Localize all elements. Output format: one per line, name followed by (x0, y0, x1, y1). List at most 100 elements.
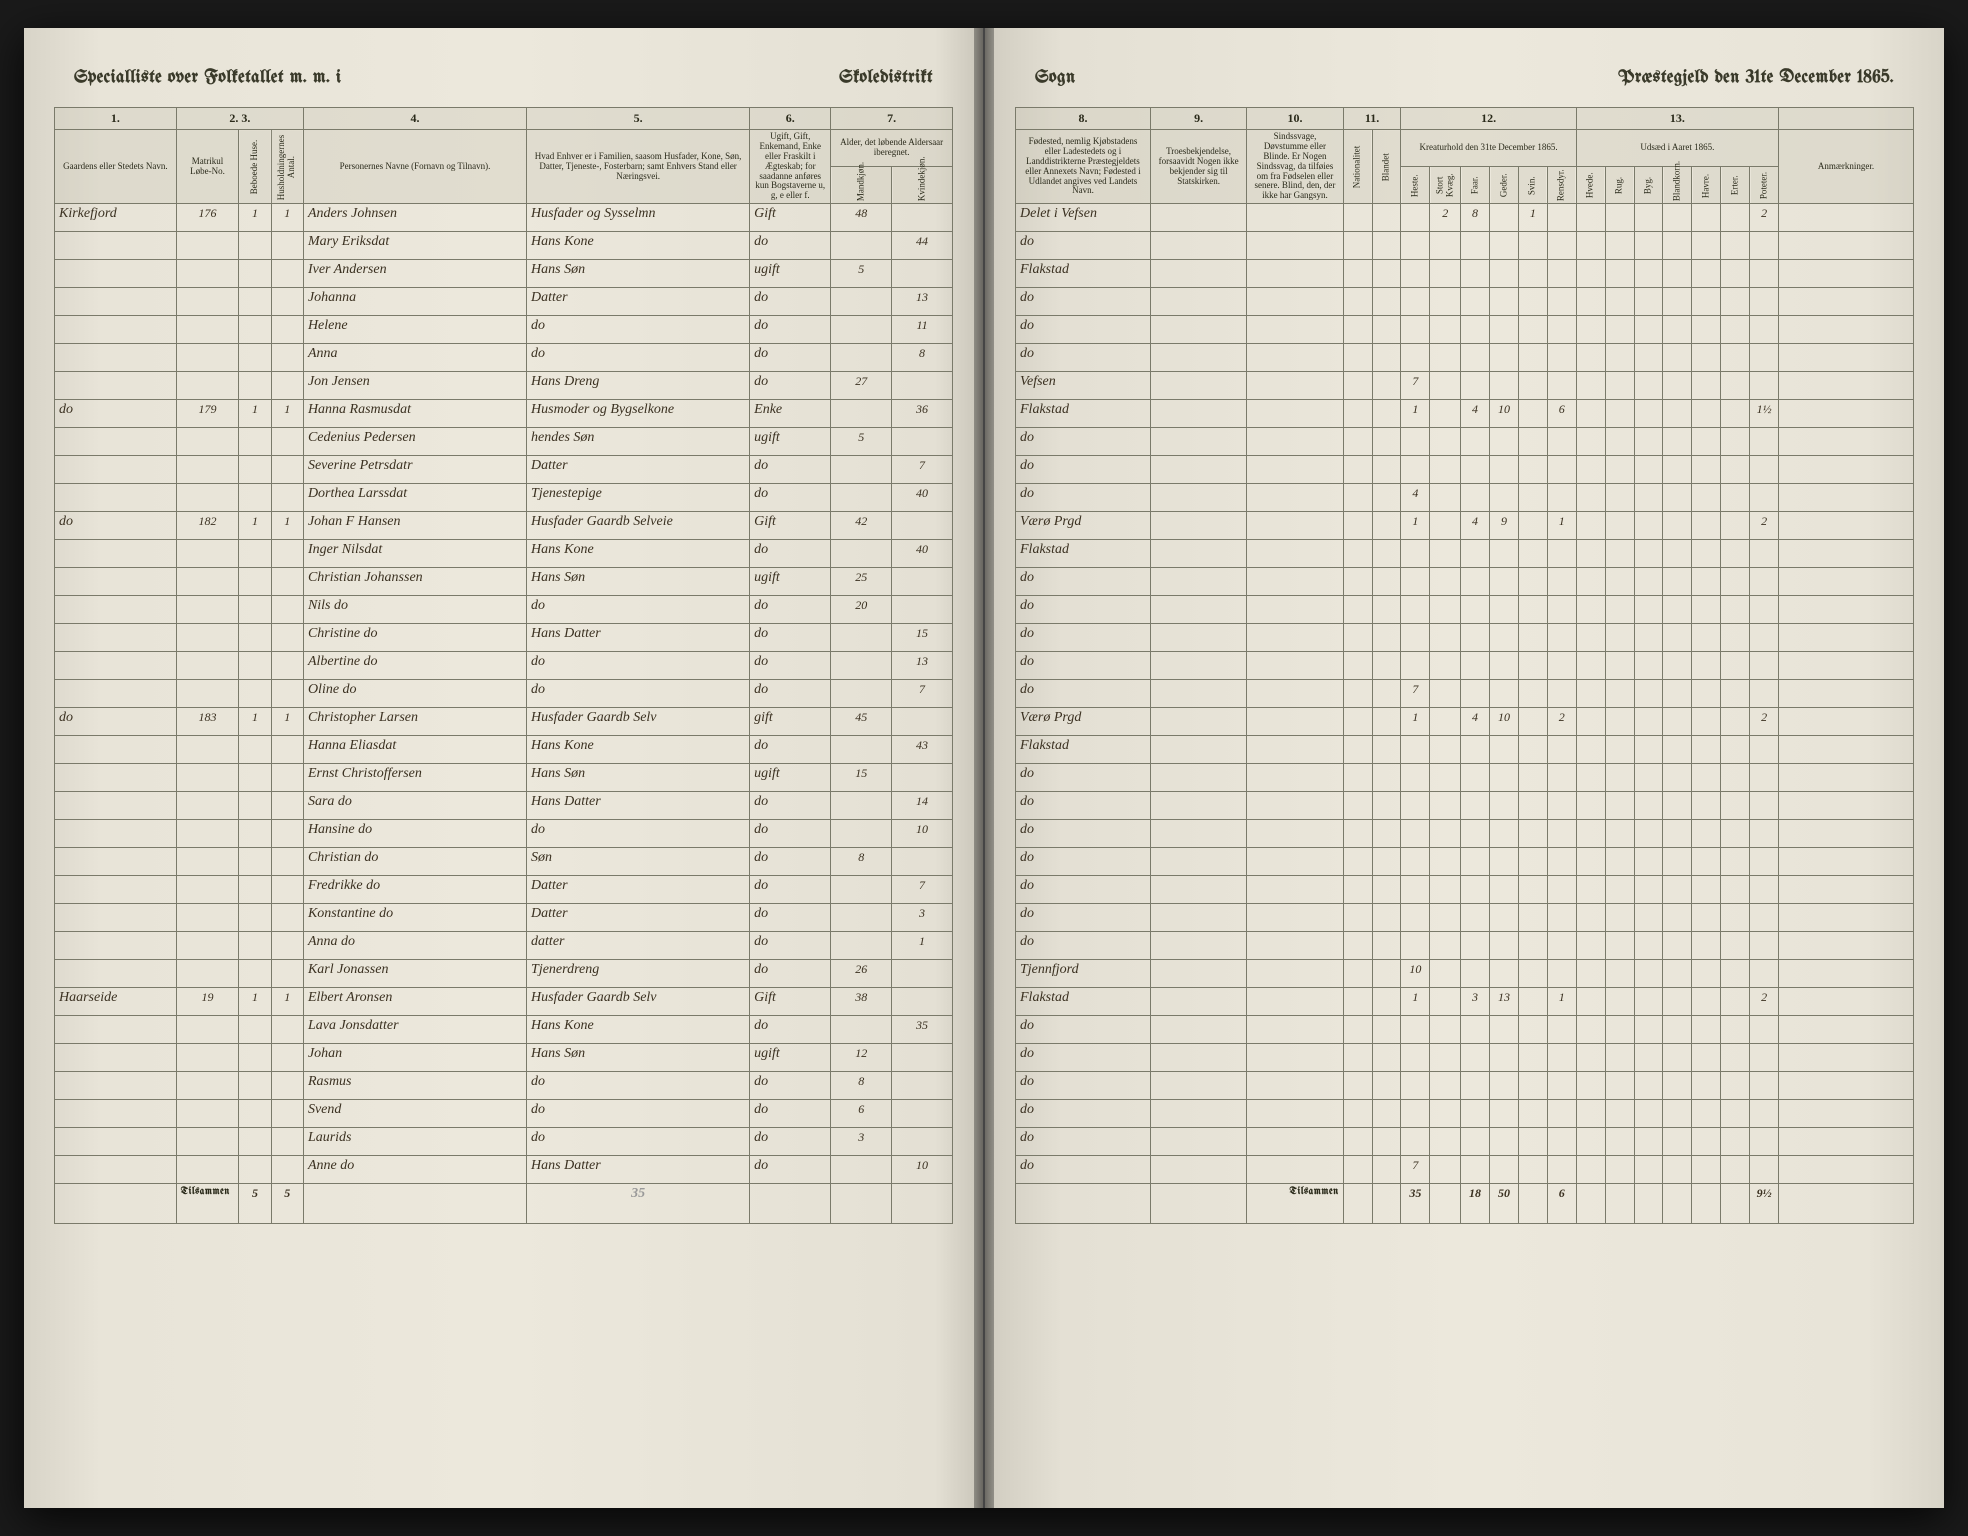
cell-hh (271, 428, 303, 456)
cell-hh: 1 (271, 512, 303, 540)
cell-matr: 183 (176, 708, 239, 736)
cell-tally: 8 (1461, 204, 1490, 232)
cell-tally (1576, 1156, 1605, 1184)
cell-tally (1518, 680, 1547, 708)
left-footer-row: Tilsammen 5 5 35 (55, 1184, 953, 1224)
h13f: Erter. (1721, 167, 1750, 204)
cell-tally (1401, 1100, 1430, 1128)
cell-tally: 3 (1461, 988, 1490, 1016)
cell-hus (239, 792, 271, 820)
cell-tally (1490, 652, 1519, 680)
cell-infirm (1247, 204, 1343, 232)
cell-rel: datter (527, 932, 750, 960)
table-row: Tjennfjord 10 (1016, 960, 1914, 988)
table-row: Christine do Hans Datter do 15 (55, 624, 953, 652)
cell-tally (1750, 1100, 1779, 1128)
cell-matr (176, 1128, 239, 1156)
cell-tally (1401, 1072, 1430, 1100)
cell-tally (1663, 736, 1692, 764)
cell-tally (1518, 1128, 1547, 1156)
cell-tally (1430, 1128, 1461, 1156)
table-row: Lava Jonsdatter Hans Kone do 35 (55, 1016, 953, 1044)
cell-tally (1461, 596, 1490, 624)
cell-tally (1490, 680, 1519, 708)
cell-nat-b (1372, 1100, 1401, 1128)
cell-tally (1401, 288, 1430, 316)
cell-nat-b (1372, 1156, 1401, 1184)
cell-tally (1430, 708, 1461, 736)
cell-tally (1461, 288, 1490, 316)
cell-tally (1663, 932, 1692, 960)
cell-infirm (1247, 428, 1343, 456)
cell-hh (271, 1100, 303, 1128)
cell-remarks (1779, 260, 1914, 288)
h13b: Rug. (1605, 167, 1634, 204)
cell-tally (1721, 876, 1750, 904)
table-row: Albertine do do do 13 (55, 652, 953, 680)
table-row: do (1016, 820, 1914, 848)
cell-name: Anne do (303, 1156, 526, 1184)
cell-tally (1692, 344, 1721, 372)
cell-tally (1750, 904, 1779, 932)
cell-nat-b (1372, 848, 1401, 876)
cell-hus (239, 428, 271, 456)
table-row: Flakstad (1016, 540, 1914, 568)
left-page: Specialliste over Folketallet m. m. i Sk… (24, 28, 985, 1508)
cell-birth: do (1016, 1128, 1151, 1156)
cell-tally (1634, 596, 1663, 624)
cell-tally (1576, 1016, 1605, 1044)
cell-tally (1605, 932, 1634, 960)
cell-tally (1605, 820, 1634, 848)
cell-age-m (831, 484, 892, 512)
h12d: Geder. (1490, 167, 1519, 204)
cell-tally (1634, 1100, 1663, 1128)
table-row: do (1016, 288, 1914, 316)
cell-tally (1401, 1128, 1430, 1156)
cell-tally (1518, 456, 1547, 484)
cell-place (55, 428, 177, 456)
colnum-5: 5. (527, 108, 750, 130)
cell-tally (1401, 820, 1430, 848)
cell-remarks (1779, 232, 1914, 260)
cell-nat-b (1372, 232, 1401, 260)
cell-tally (1605, 680, 1634, 708)
cell-tally (1663, 652, 1692, 680)
cell-tally (1605, 512, 1634, 540)
cell-nat-a (1343, 624, 1372, 652)
cell-tally (1663, 848, 1692, 876)
cell-tally (1461, 736, 1490, 764)
cell-tally (1576, 932, 1605, 960)
cell-tally (1576, 344, 1605, 372)
cell-tally (1518, 1072, 1547, 1100)
cell-tally (1692, 764, 1721, 792)
cell-tally (1490, 204, 1519, 232)
cell-matr (176, 344, 239, 372)
cell-rel: Tjenestepige (527, 484, 750, 512)
cell-tally (1721, 400, 1750, 428)
cell-matr (176, 652, 239, 680)
cell-matr: 179 (176, 400, 239, 428)
table-row: Flakstad 141061½ (1016, 400, 1914, 428)
tilsammen-label-r: Tilsammen (1247, 1184, 1343, 1224)
cell-faith (1150, 960, 1246, 988)
cell-tally (1401, 568, 1430, 596)
cell-tally (1721, 540, 1750, 568)
cell-tally: 1 (1518, 204, 1547, 232)
cell-name: Inger Nilsdat (303, 540, 526, 568)
cell-tally (1634, 932, 1663, 960)
cell-age-k (892, 260, 953, 288)
cell-faith (1150, 428, 1246, 456)
cell-tally (1430, 1156, 1461, 1184)
cell-tally (1663, 232, 1692, 260)
cell-hus: 1 (239, 708, 271, 736)
cell-tally (1721, 792, 1750, 820)
cell-nat-b (1372, 512, 1401, 540)
cell-tally (1692, 652, 1721, 680)
cell-faith (1150, 372, 1246, 400)
cell-rel: hendes Søn (527, 428, 750, 456)
table-row: Konstantine do Datter do 3 (55, 904, 953, 932)
cell-status: do (750, 1016, 831, 1044)
cell-tally (1430, 1044, 1461, 1072)
cell-age-m: 27 (831, 372, 892, 400)
table-row: do (1016, 1072, 1914, 1100)
